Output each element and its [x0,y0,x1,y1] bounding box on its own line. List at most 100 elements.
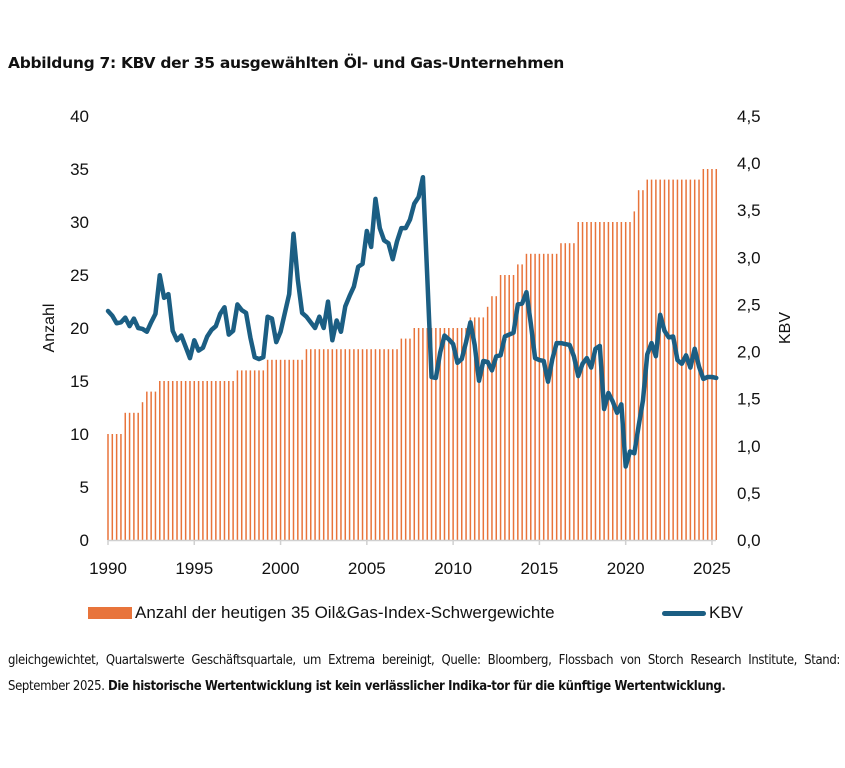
x-tick-label: 2010 [434,559,472,578]
footnote-source: gleichgewichtet, Quartalswerte Geschäfts… [8,653,840,694]
bar [422,328,424,540]
bar [228,381,230,540]
bar [564,243,567,540]
bar [245,370,247,540]
bar [314,349,316,540]
bar [305,349,308,540]
y-left-tick-label: 35 [70,160,89,179]
bar [258,370,260,540]
x-tick-label: 2020 [607,559,645,578]
bar [340,349,342,540]
bar [417,328,420,540]
bar [555,253,558,541]
bar [607,222,610,540]
y-right-tick-label: 0,5 [737,484,761,503]
y-right-tick-label: 3,5 [737,201,761,220]
bar [456,328,459,540]
chart: 1990 1995 2000 2005 2010 2015 2020 202505101520… [41,107,794,578]
bar [357,349,359,540]
bar [715,169,718,540]
bar [271,359,273,540]
bar [331,349,334,540]
bar [443,328,446,540]
bar [107,434,109,540]
bar [590,222,592,540]
bar [292,359,295,540]
bar [310,349,312,540]
bar [297,359,299,540]
bar [236,370,239,540]
y-right-tick-label: 1,0 [737,437,761,456]
bar [288,359,290,540]
bar [508,275,510,540]
y-left-tick-label: 25 [70,266,89,285]
bar [435,328,437,540]
bar [452,328,454,540]
y-left-tick-label: 40 [70,107,89,126]
bar-series [107,169,718,541]
y-left-tick-label: 5 [80,478,89,497]
bar [240,370,243,540]
bar [512,275,515,540]
bar [491,296,493,540]
bar [366,349,368,540]
bar [542,253,545,541]
y-left-tick-label: 15 [70,372,89,391]
line-series [105,174,719,469]
bar [594,222,597,540]
bar [111,434,114,540]
legend-bar-label: Anzahl der heutigen 35 Oil&Gas-Index-Sch… [135,603,555,622]
bar [538,253,541,541]
bar [379,349,381,540]
bar [611,222,614,540]
bar [141,402,144,540]
bar [193,381,196,540]
bar [499,275,502,540]
bar [370,349,372,540]
bar [266,359,269,540]
bar [668,179,670,540]
bar [663,179,666,540]
bar [469,317,472,540]
bar [629,222,631,540]
y-left-axis-title: Anzahl [41,304,58,353]
bar [180,381,183,540]
legend: Anzahl der heutigen 35 Oil&Gas-Index-Sch… [88,601,768,625]
bar [581,222,584,540]
bar [301,359,303,540]
bar [495,296,498,540]
bar [465,328,467,540]
bar [120,434,122,540]
bar [655,179,657,540]
bar [184,381,187,540]
bar [551,253,554,541]
bar [448,328,450,540]
bar [348,349,351,540]
bar [504,275,506,540]
y-right-axis-title: KBV [777,312,794,344]
bar [253,370,256,540]
bar [275,359,277,540]
bar [133,412,135,540]
bar [163,381,165,540]
x-tick-label: 2025 [693,559,731,578]
bar [642,190,644,540]
kbv-line [105,174,719,469]
bar [232,381,234,540]
bar [262,370,265,540]
legend-bar-swatch [88,607,132,619]
figure-title: Abbildung 7: KBV der 35 ausgewählten Öl-… [8,54,565,72]
bar [327,349,329,540]
bar [461,328,463,540]
bar [284,359,286,540]
bar [426,328,428,540]
bar [530,253,532,541]
bar [413,328,416,540]
bar [404,338,407,540]
legend-line-swatch [662,610,706,616]
bar [693,179,696,540]
bar [711,169,713,540]
bar [517,264,519,540]
bar [706,169,709,540]
bar [430,328,433,540]
